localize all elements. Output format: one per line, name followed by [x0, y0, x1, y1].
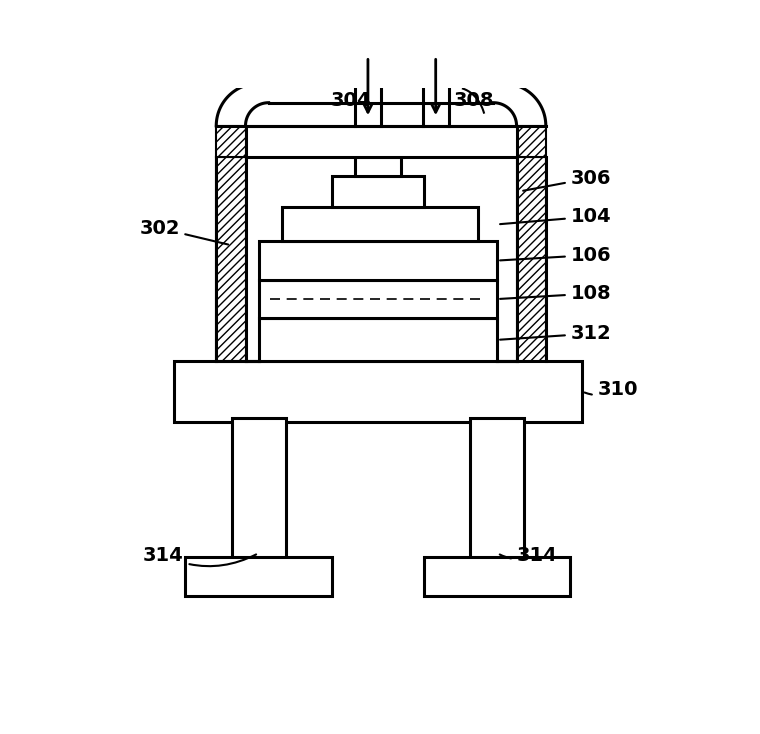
Bar — [517, 156, 546, 360]
Bar — [517, 126, 546, 156]
Bar — [185, 557, 332, 595]
Text: 314: 314 — [500, 546, 557, 565]
Text: 302: 302 — [139, 219, 228, 244]
Text: 104: 104 — [500, 207, 611, 226]
Text: 310: 310 — [584, 380, 638, 399]
Bar — [355, 156, 401, 176]
Bar — [217, 156, 245, 360]
Bar — [174, 360, 582, 422]
Bar — [424, 557, 571, 595]
Text: 304: 304 — [331, 91, 371, 110]
Bar — [245, 126, 517, 156]
Text: 306: 306 — [523, 169, 611, 191]
Text: 312: 312 — [500, 324, 611, 343]
Bar — [258, 241, 497, 280]
Text: 108: 108 — [500, 284, 611, 303]
Text: 106: 106 — [500, 246, 611, 264]
Bar — [258, 319, 497, 360]
Bar — [470, 418, 524, 561]
Bar — [332, 176, 424, 207]
Bar — [217, 126, 245, 156]
Bar — [282, 207, 478, 241]
Bar — [258, 280, 497, 319]
Text: 308: 308 — [454, 91, 495, 110]
Text: 314: 314 — [143, 546, 256, 566]
Bar — [232, 418, 286, 561]
